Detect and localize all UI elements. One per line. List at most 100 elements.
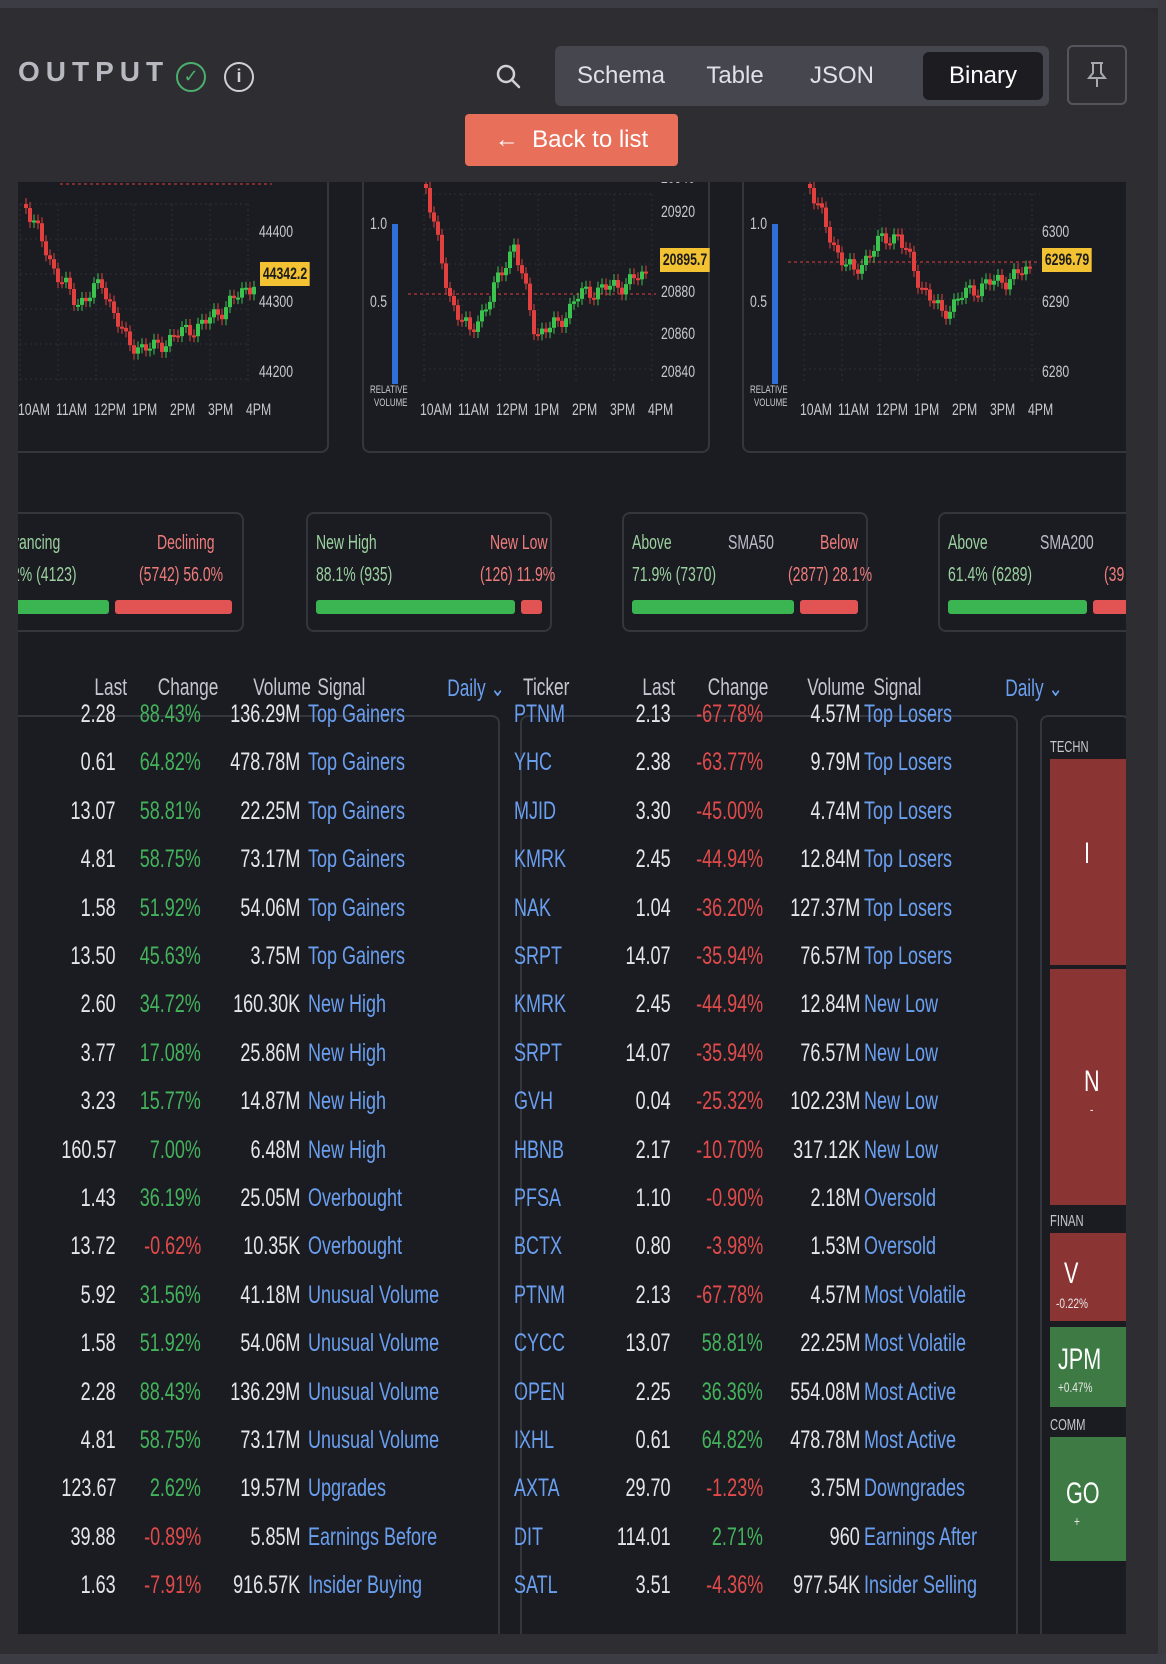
cell-signal[interactable]: Top Losers: [864, 845, 953, 874]
cell-ticker[interactable]: BCTX: [514, 1232, 563, 1261]
tab-table[interactable]: Table: [706, 62, 764, 89]
cell-last: 2.13: [635, 700, 671, 728]
cell-signal[interactable]: New High: [308, 990, 387, 1019]
cell-change: 58.81%: [701, 1329, 763, 1358]
cell-signal[interactable]: Downgrades: [864, 1474, 966, 1503]
cell-signal[interactable]: New Low: [864, 1038, 939, 1067]
cell-signal[interactable]: Top Gainers: [308, 845, 406, 874]
heatmap-tile[interactable]: JPM +0.47%: [1050, 1327, 1126, 1407]
cell-signal[interactable]: Insider Buying: [308, 1571, 423, 1600]
period-dropdown[interactable]: Daily ⌄: [1005, 675, 1063, 702]
cell-signal[interactable]: New Low: [864, 990, 939, 1019]
period-dropdown[interactable]: Daily ⌄: [447, 675, 505, 702]
cell-signal[interactable]: Earnings Before: [308, 1522, 438, 1551]
cell-signal[interactable]: Unusual Volume: [308, 1426, 440, 1454]
back-to-list-button[interactable]: ← Back to list: [465, 114, 678, 166]
cell-ticker[interactable]: GVH: [514, 1087, 554, 1116]
cell-ticker[interactable]: CYCC: [514, 1329, 566, 1358]
candle-body: [828, 227, 832, 243]
candle-body: [852, 259, 856, 270]
candle-body: [832, 242, 836, 246]
cell-change: 58.75%: [139, 845, 201, 874]
heatmap-tile[interactable]: N -: [1050, 969, 1126, 1205]
tile-change: +0.47%: [1058, 1379, 1093, 1395]
candle-body: [880, 233, 884, 236]
heatmap-tile[interactable]: I: [1050, 759, 1126, 965]
candle-body: [940, 300, 944, 311]
cell-ticker[interactable]: MJID: [514, 796, 556, 825]
tab-schema[interactable]: Schema: [576, 62, 666, 89]
cell-signal[interactable]: New High: [308, 1087, 387, 1116]
candle-body: [824, 207, 828, 228]
new-high-bar: [316, 600, 515, 614]
cell-signal[interactable]: New High: [308, 1135, 387, 1164]
cell-signal[interactable]: Upgrades: [308, 1474, 387, 1503]
cell-signal[interactable]: Insider Selling: [864, 1571, 978, 1600]
tab-binary[interactable]: Binary: [923, 52, 1043, 100]
cell-ticker[interactable]: NAK: [514, 893, 552, 922]
cell-last: 160.57: [60, 1135, 116, 1164]
cell-signal[interactable]: Oversold: [864, 1184, 937, 1212]
cell-ticker[interactable]: SATL: [514, 1571, 558, 1600]
cell-signal[interactable]: New Low: [864, 1087, 939, 1116]
cell-signal[interactable]: Top Gainers: [308, 893, 406, 922]
candle-body: [904, 247, 908, 250]
candle-body: [528, 283, 532, 311]
cell-signal[interactable]: Top Gainers: [308, 748, 406, 777]
cell-signal[interactable]: Top Losers: [864, 796, 953, 825]
search-icon[interactable]: [494, 62, 522, 90]
cell-signal[interactable]: Most Volatile: [864, 1329, 967, 1358]
cell-last: 39.88: [70, 1522, 116, 1551]
col-header-change: Change: [157, 674, 219, 701]
cell-signal[interactable]: Top Gainers: [308, 942, 406, 970]
heatmap-tile[interactable]: V -0.22%: [1050, 1233, 1126, 1321]
candle-body: [472, 329, 476, 332]
cell-signal[interactable]: New Low: [864, 1135, 939, 1164]
cell-signal[interactable]: Oversold: [864, 1232, 937, 1261]
cell-signal[interactable]: Most Volatile: [864, 1280, 967, 1309]
cell-ticker[interactable]: KMRK: [514, 990, 567, 1019]
cell-signal[interactable]: Most Active: [864, 1426, 957, 1454]
cell-change: 51.92%: [139, 893, 201, 922]
cell-ticker[interactable]: SRPT: [514, 1038, 563, 1067]
cell-signal[interactable]: Top Losers: [864, 942, 953, 970]
cell-signal[interactable]: Top Gainers: [308, 796, 406, 825]
declining-value: (5742) 56.0%: [139, 564, 224, 586]
cell-signal[interactable]: Top Losers: [864, 700, 953, 728]
cell-signal[interactable]: Overbought: [308, 1232, 403, 1261]
cell-signal[interactable]: Unusual Volume: [308, 1329, 440, 1358]
candle-body: [448, 287, 452, 296]
candle-body: [900, 234, 904, 248]
candle-body: [100, 279, 104, 288]
candle-body: [564, 318, 568, 327]
cell-ticker[interactable]: AXTA: [514, 1474, 560, 1503]
cell-last: 2.28: [80, 700, 116, 728]
breadth-sma50: Above SMA50 Below 71.9% (7370) (2877) 28…: [622, 512, 872, 632]
heatmap-tile[interactable]: GO +: [1050, 1437, 1126, 1561]
cell-ticker[interactable]: DIT: [514, 1522, 544, 1551]
cell-signal[interactable]: Top Losers: [864, 748, 953, 777]
cell-ticker[interactable]: PTNM: [514, 700, 565, 728]
cell-signal[interactable]: Earnings After: [864, 1522, 978, 1551]
cell-change: -67.78%: [695, 700, 763, 728]
cell-ticker[interactable]: KMRK: [514, 845, 567, 874]
info-icon[interactable]: i: [224, 62, 254, 92]
cell-ticker[interactable]: HBNB: [514, 1135, 565, 1164]
pin-button[interactable]: [1067, 45, 1127, 105]
candle-body: [896, 234, 900, 237]
cell-ticker[interactable]: PFSA: [514, 1184, 562, 1212]
cell-ticker[interactable]: YHC: [514, 748, 553, 777]
cell-signal[interactable]: New High: [308, 1038, 387, 1067]
cell-ticker[interactable]: PTNM: [514, 1280, 565, 1309]
cell-ticker[interactable]: SRPT: [514, 942, 563, 970]
cell-signal[interactable]: Unusual Volume: [308, 1377, 440, 1406]
cell-signal[interactable]: Top Losers: [864, 893, 953, 922]
cell-ticker[interactable]: OPEN: [514, 1377, 566, 1406]
cell-signal[interactable]: Unusual Volume: [308, 1280, 440, 1309]
cell-ticker[interactable]: IXHL: [514, 1426, 555, 1454]
tab-json[interactable]: JSON: [809, 62, 874, 89]
cell-signal[interactable]: Overbought: [308, 1184, 403, 1212]
cell-signal[interactable]: Top Gainers: [308, 700, 406, 728]
sma50-above-bar: [632, 600, 794, 614]
cell-signal[interactable]: Most Active: [864, 1377, 957, 1406]
